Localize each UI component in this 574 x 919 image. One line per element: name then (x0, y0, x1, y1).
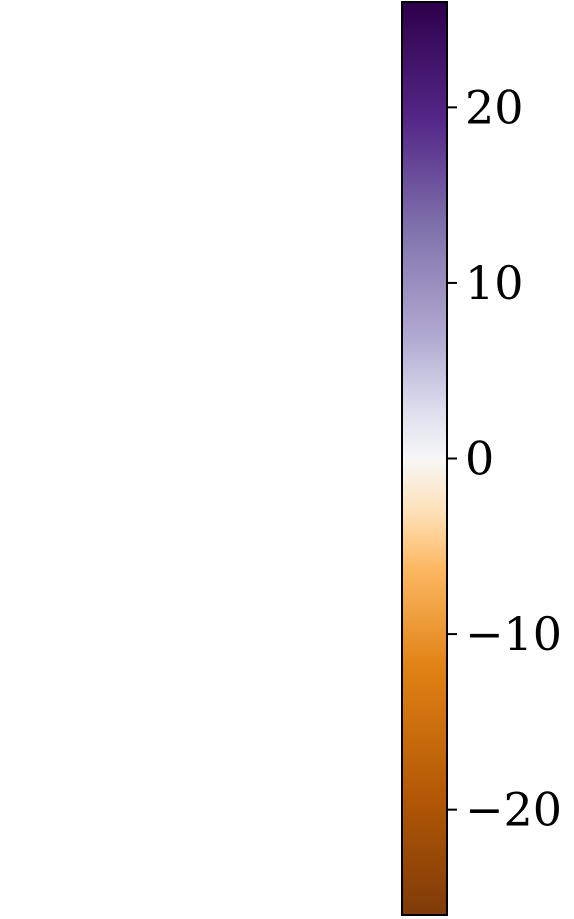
colorbar-ticks: −20 −10 0 10 20 (447, 80, 562, 837)
colorbar: −20 −10 0 10 20 (401, 1, 562, 916)
colorbar-tick-label: 10 (465, 256, 524, 310)
colorbar-tick-label: −10 (465, 607, 562, 661)
colorbar-fill (402, 2, 447, 915)
colorbar-tick-label: 0 (465, 432, 494, 486)
colorbar-tick-label: −20 (465, 783, 562, 837)
colorbar-tick-label: 20 (465, 80, 524, 134)
colorbar-frame (401, 1, 448, 916)
